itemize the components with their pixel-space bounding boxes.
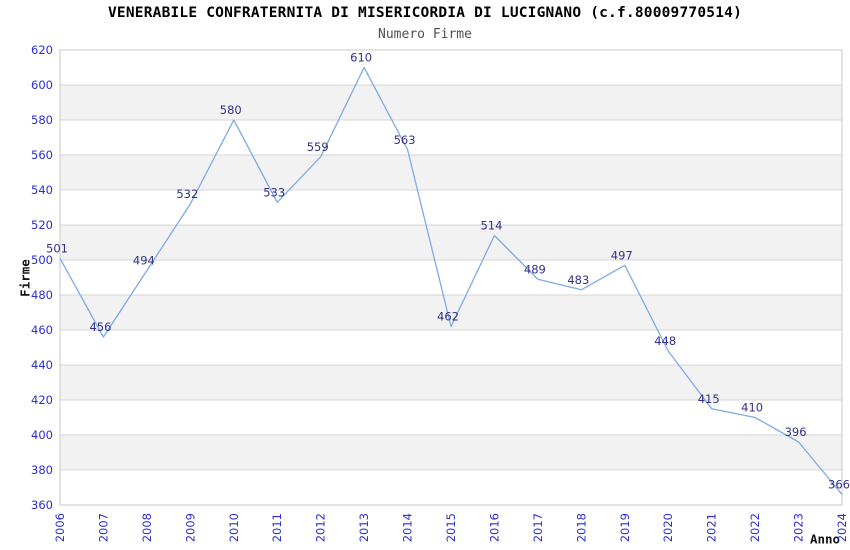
x-tick-label: 2006: [53, 513, 67, 542]
data-point-label: 610: [350, 51, 372, 65]
x-tick-label: 2010: [227, 513, 241, 542]
x-axis-title: Anno: [809, 531, 841, 547]
y-tick-label: 440: [31, 358, 53, 372]
y-tick-label: 400: [31, 428, 53, 442]
chart-subtitle: Numero Firme: [378, 27, 472, 42]
x-tick-label: 2018: [574, 513, 588, 542]
band: [60, 155, 842, 190]
data-point-label: 501: [46, 241, 68, 255]
data-point-label: 489: [524, 262, 546, 276]
y-tick-label: 420: [31, 393, 53, 407]
band: [60, 85, 842, 120]
data-point-label: 497: [611, 248, 633, 262]
data-point-label: 559: [307, 140, 329, 154]
data-point-label: 494: [133, 254, 155, 268]
x-tick-label: 2007: [96, 513, 110, 542]
y-tick-label: 480: [31, 288, 53, 302]
x-tick-label: 2023: [792, 513, 806, 542]
x-tick-label: 2022: [748, 513, 762, 542]
y-tick-label: 540: [31, 183, 53, 197]
y-tick-label: 580: [31, 113, 53, 127]
data-point-label: 514: [480, 219, 502, 233]
plot-border: [59, 49, 843, 506]
chart-title: VENERABILE CONFRATERNITA DI MISERICORDIA…: [107, 5, 742, 21]
data-point-label: 415: [698, 392, 720, 406]
x-tick-label: 2009: [183, 513, 197, 542]
y-tick-label: 460: [31, 323, 53, 337]
y-tick-label: 500: [31, 253, 53, 267]
data-point-label: 396: [785, 425, 807, 439]
data-point-label: 448: [654, 334, 676, 348]
data-point-label: 462: [437, 310, 459, 324]
band: [60, 225, 842, 260]
x-tick-label: 2012: [314, 513, 328, 542]
series-line: [59, 66, 843, 495]
x-tick-label: 2024: [835, 513, 849, 542]
y-tick-label: 380: [31, 463, 53, 477]
x-tick-label: 2015: [444, 513, 458, 542]
data-point-label: 483: [567, 273, 589, 287]
data-point-label: 533: [263, 185, 285, 199]
x-tick-label: 2016: [487, 513, 501, 542]
x-tick-label: 2008: [140, 513, 154, 542]
y-tick-label: 520: [31, 218, 53, 232]
x-tick-label: 2013: [357, 513, 371, 542]
data-point-label: 532: [176, 187, 198, 201]
band: [60, 365, 842, 400]
x-tick-label: 2017: [531, 513, 545, 542]
x-tick-label: 2020: [661, 513, 675, 542]
y-tick-label: 560: [31, 148, 53, 162]
y-tick-label: 620: [31, 43, 53, 57]
x-tick-label: 2014: [401, 513, 415, 542]
data-point-label: 456: [89, 320, 111, 334]
data-point-label: 366: [828, 478, 850, 492]
y-tick-label: 360: [31, 498, 53, 512]
y-tick-label: 600: [31, 78, 53, 92]
data-point-label: 410: [741, 401, 763, 415]
data-point-label: 580: [220, 103, 242, 117]
x-tick-label: 2019: [618, 513, 632, 542]
data-point-label: 563: [394, 133, 416, 147]
x-tick-label: 2011: [270, 513, 284, 542]
band: [60, 435, 842, 470]
x-tick-label: 2021: [705, 513, 719, 542]
